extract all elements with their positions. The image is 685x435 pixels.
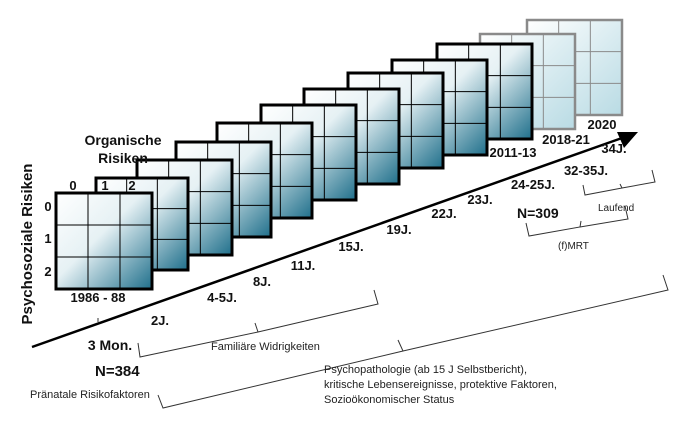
year-label-2018-21: 2018-21 [542,132,590,147]
label-psychopathology-line1: Psychopathologie (ab 15 J Selbstbericht)… [324,364,527,376]
label-mri: (f)MRT [558,241,589,252]
n-initial: N=384 [95,363,140,380]
time-label-24-25j: 24-25J. [511,177,555,192]
grid-panel [54,191,154,291]
bracket-mri [525,205,629,237]
bracket-psychopathology [157,274,669,409]
organic-risk-label-line1: Organische [84,132,161,148]
grid-row-label-2: 2 [44,264,51,279]
bracket-familial [137,289,379,358]
year-label-2011-13: 2011-13 [490,145,537,160]
grid-row-label-0: 0 [44,199,51,214]
label-familial: Familiäre Widrigkeiten [211,341,320,353]
grid-col-label-2: 2 [128,178,135,193]
label-psychopathology-line2: kritische Lebensereignisse, protektive F… [324,379,557,391]
time-label-11j: 11J. [291,258,316,273]
label-prenatal: Pränatale Risikofaktoren [30,389,150,401]
time-label-2j: 2J. [151,313,169,328]
grid-row-label-1: 1 [44,231,51,246]
time-label-19j: 19J. [386,222,411,237]
bracket-ongoing [582,169,656,196]
time-label-1986: 1986 - 88 [71,290,126,305]
time-label-34j: 34J. [601,141,626,156]
time-label-22j: 22J. [431,206,456,221]
time-label-23j: 23J. [467,192,492,207]
n-later: N=309 [517,205,559,221]
timeline-arrow [31,132,638,349]
year-label-2020: 2020 [588,117,617,132]
grid-col-label-1: 1 [101,178,108,193]
time-label-3mon: 3 Mon. [88,337,132,353]
grid-col-label-0: 0 [69,178,76,193]
time-label-4-5j: 4-5J. [207,290,237,305]
y-axis-label: Psychosoziale Risiken [19,164,36,325]
organic-risk-label-line2: Risiken [98,150,148,166]
time-label-8j: 8J. [253,274,271,289]
grid-stack [54,18,624,291]
label-ongoing: Laufend [598,203,634,214]
label-psychopathology-line3: Sozioökonomischer Status [324,394,455,406]
time-label-15j: 15J. [338,239,363,254]
time-label-32-35j: 32-35J. [564,163,608,178]
